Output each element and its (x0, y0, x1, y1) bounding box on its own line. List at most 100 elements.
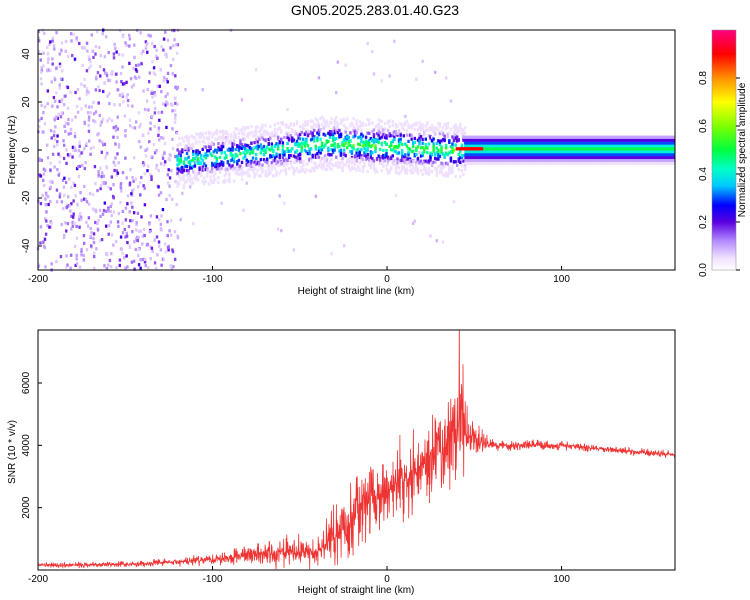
spectrogram-cell (617, 161, 621, 165)
spectrogram-cell (574, 152, 578, 157)
spectrogram-cell (60, 48, 63, 52)
spectrogram-cell (490, 155, 494, 160)
spectrogram-cell (496, 141, 499, 145)
spectrogram-cell (188, 164, 192, 168)
spectrogram-cell (654, 144, 657, 148)
spectrogram-cell (215, 164, 219, 169)
spectrogram-cell (648, 138, 652, 142)
spectrogram-cell (592, 138, 596, 142)
spectrogram-cell (583, 144, 586, 148)
spectrogram-cell (98, 88, 101, 93)
spectrogram-cell (468, 150, 471, 154)
spectrogram-cell (413, 167, 416, 171)
spectrogram-cell (234, 135, 237, 139)
spectrogram-cell (598, 152, 601, 157)
spectrogram-cell (232, 135, 236, 139)
spectrogram-cell (472, 138, 476, 142)
spectrogram-cell (485, 138, 488, 142)
spectrogram-cell (569, 152, 572, 157)
spectrogram-cell (71, 145, 75, 149)
spectrogram-cell (661, 144, 664, 148)
spectrogram-cell (441, 126, 445, 130)
colorbar-tick-label: 0.6 (698, 119, 709, 133)
spectrogram-cell (616, 135, 619, 139)
spectrogram-cell (195, 132, 198, 136)
spectrogram-cell (207, 142, 211, 146)
x-tick-label: 100 (553, 274, 570, 285)
spectrogram-cell (99, 74, 102, 78)
spectrogram-cell (585, 135, 589, 139)
spectrogram-cell (485, 141, 488, 145)
spectrogram-cell (467, 158, 470, 162)
spectrogram-cell (562, 147, 565, 151)
spectrogram-cell (259, 143, 263, 147)
spectrogram-cell (588, 141, 592, 145)
spectrogram-cell (671, 158, 674, 162)
y-tick-label: -40 (21, 238, 32, 253)
spectrogram-cell (198, 132, 201, 136)
spectrogram-cell (467, 152, 470, 157)
spectrogram-cell (311, 155, 314, 159)
spectrogram-cell (449, 150, 453, 154)
spectrogram-cell (610, 141, 614, 145)
spectrogram-cell (633, 150, 636, 154)
spectrogram-cell (549, 144, 552, 148)
spectrogram-cell (531, 152, 534, 157)
spectrogram-cell (166, 71, 170, 75)
spectrogram-cell (416, 138, 420, 142)
spectrogram-cell (298, 153, 302, 157)
spectrogram-cell (594, 138, 597, 142)
spectrogram-cell (118, 93, 122, 97)
spectrogram-cell (258, 145, 261, 149)
spectrogram-cell (419, 127, 423, 132)
spectrogram-cell (209, 175, 212, 179)
spectrogram-cell (85, 41, 89, 45)
spectrogram-cell (495, 135, 498, 139)
spectrogram-cell (300, 168, 303, 172)
spectrogram-cell (550, 138, 554, 142)
spectrogram-cell (623, 141, 626, 145)
spectrogram-cell (128, 118, 132, 122)
spectrogram-cell (358, 150, 362, 154)
spectrogram-cell (445, 151, 448, 155)
spectrogram-cell (125, 234, 129, 238)
spectrogram-cell (445, 161, 448, 165)
spectrogram-cell (232, 139, 236, 143)
spectrogram-cell (87, 118, 91, 122)
spectrogram-cell (510, 144, 513, 148)
spectrogram-cell (132, 179, 135, 183)
spectrogram-cell (90, 33, 93, 37)
spectrogram-cell (58, 154, 61, 158)
spectrogram-cell (662, 147, 666, 151)
spectrogram-cell (641, 152, 645, 157)
spectrogram-cell (364, 148, 368, 152)
spectrogram-cell (500, 155, 504, 160)
spectrogram-cell (137, 263, 141, 267)
spectrogram-cell (495, 152, 498, 157)
spectrogram-cell (89, 226, 92, 231)
spectrogram-cell (300, 147, 303, 151)
spectrogram-cell (528, 135, 531, 139)
spectrogram-cell (440, 147, 443, 151)
spectrogram-cell (509, 155, 512, 160)
spectrogram-cell (619, 144, 622, 148)
spectrogram-cell (555, 158, 558, 162)
spectrogram-cell (160, 228, 163, 232)
spectrogram-cell (404, 161, 407, 165)
spectrogram-cell (545, 135, 548, 139)
spectrogram-cell (507, 152, 511, 157)
spectrogram-cell (497, 152, 501, 157)
spectrogram-cell (542, 144, 545, 148)
spectrogram-cell (580, 155, 583, 160)
spectrogram-cell (598, 135, 601, 139)
spectrogram-cell (67, 177, 71, 181)
spectrogram-cell (601, 161, 604, 165)
spectrogram-cell (581, 158, 585, 162)
spectrogram-cell (75, 257, 78, 261)
spectrogram-cell (193, 156, 197, 161)
spectrogram-cell (267, 167, 270, 171)
spectrogram-cell (595, 158, 599, 162)
spectrogram-cell (78, 265, 82, 269)
spectrogram-cell (185, 144, 189, 148)
spectrogram-cell (60, 200, 64, 204)
